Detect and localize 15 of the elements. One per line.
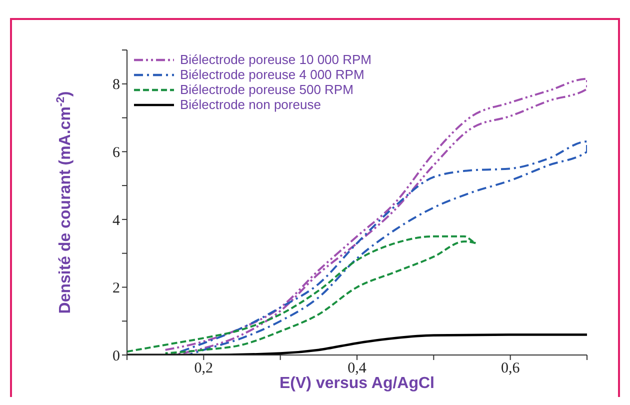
x-axis-title: E(V) versus Ag/AgCl (280, 375, 434, 392)
legend-label: Biélectrode poreuse 10 000 RPM (180, 52, 372, 67)
legend-label: Biélectrode poreuse 500 RPM (180, 82, 354, 97)
y-tick-label: 0 (112, 348, 120, 364)
legend-label: Biélectrode poreuse 4 000 RPM (180, 67, 364, 82)
y-tick-label: 2 (112, 280, 120, 297)
legend-label: Biélectrode non poreuse (180, 97, 321, 112)
y-tick-label: 4 (112, 212, 120, 229)
x-tick-label: 0,2 (194, 360, 214, 377)
y-tick-label: 6 (112, 144, 120, 161)
line-series (127, 235, 477, 354)
line-series (180, 140, 587, 355)
x-tick-label: 0,4 (348, 360, 367, 377)
y-tick-label: 8 (112, 77, 120, 94)
x-tick-label: 0,6 (500, 360, 520, 377)
